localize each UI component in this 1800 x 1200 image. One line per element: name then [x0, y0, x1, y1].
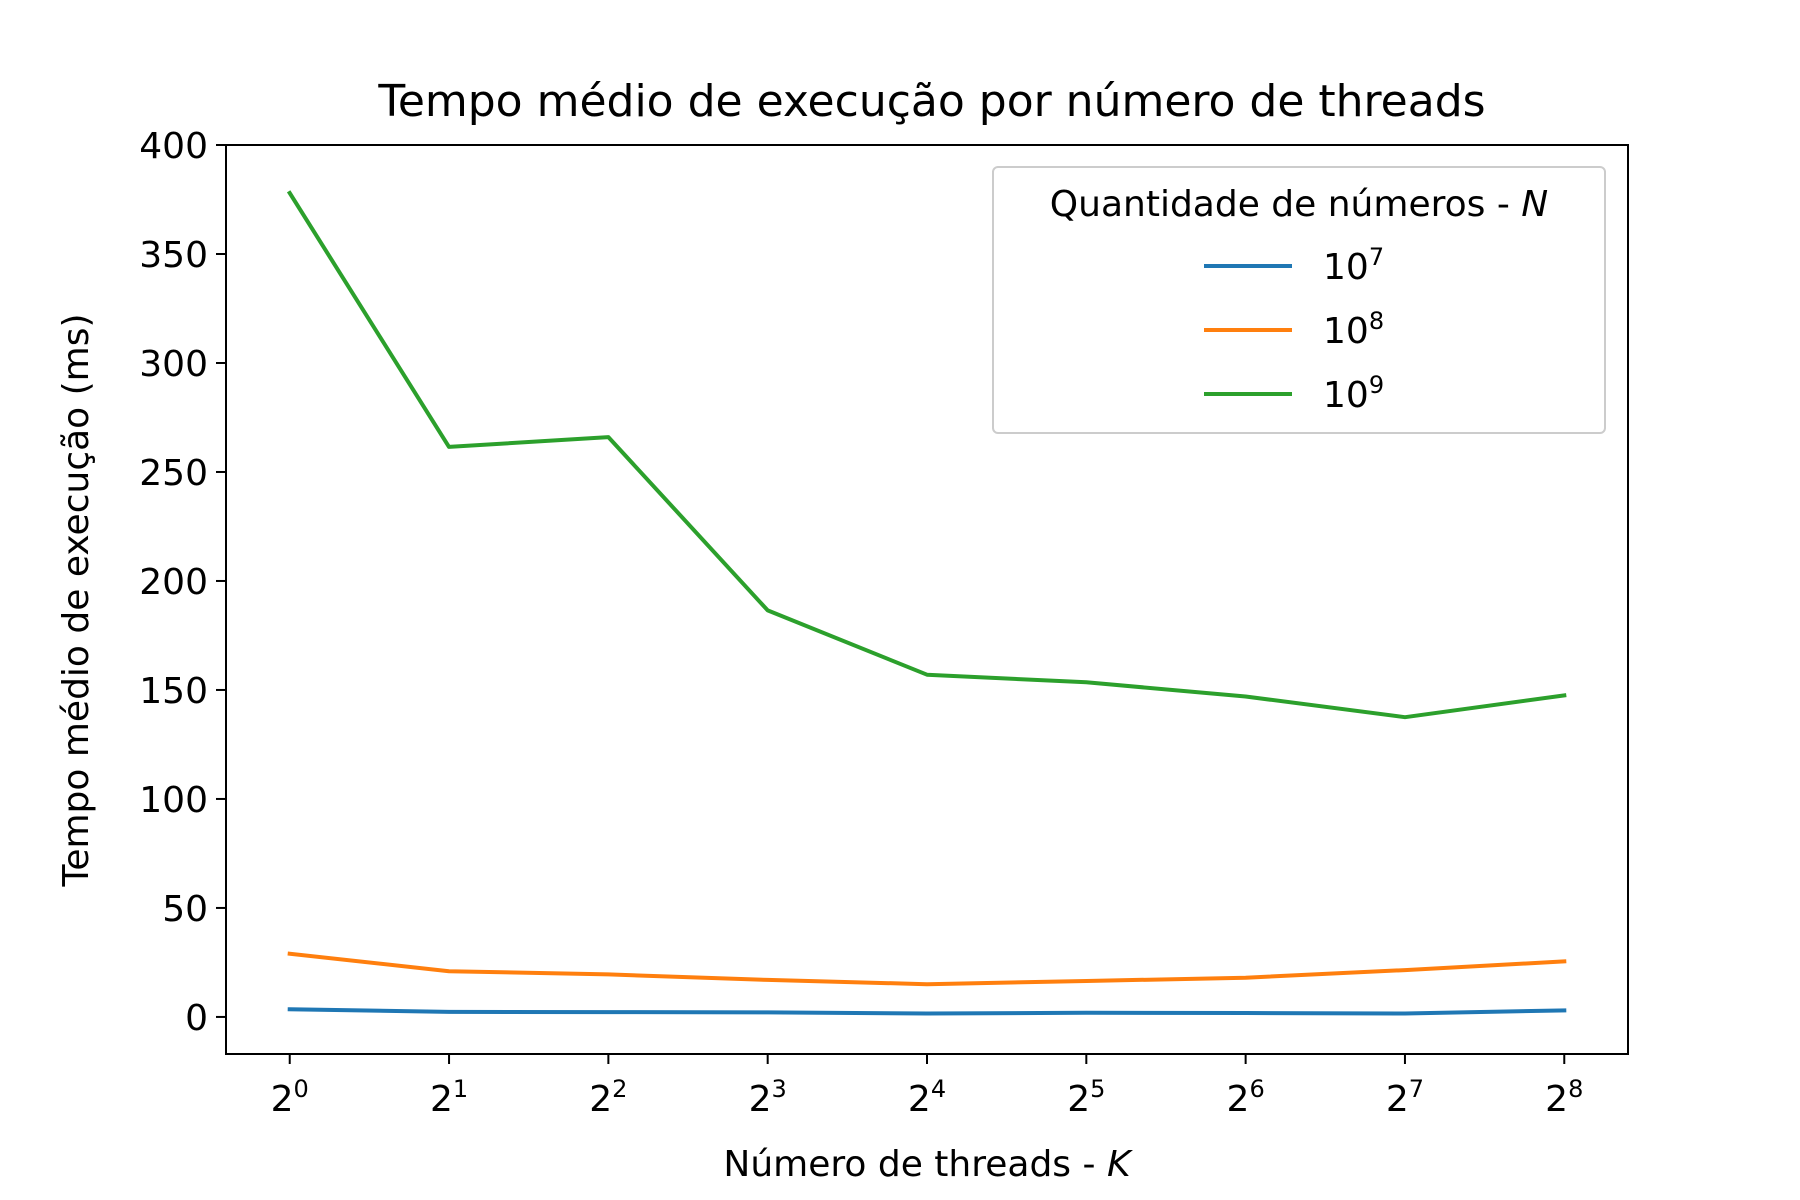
x-axis-label: Número de threads - K	[723, 1144, 1133, 1185]
y-tick-label: 200	[139, 562, 208, 603]
legend-label: 108	[1323, 307, 1384, 352]
x-tick-label: 27	[1386, 1075, 1424, 1120]
y-tick-label: 250	[139, 453, 208, 494]
series-layer	[286, 190, 1567, 1016]
x-tick-label: 25	[1067, 1075, 1105, 1120]
x-axis: 20 21 22 23 24 25 26 27 28	[271, 1054, 1583, 1120]
chart-title: Tempo médio de execução por número de th…	[377, 76, 1485, 127]
y-tick-label: 100	[139, 780, 208, 821]
x-tick-label: 20	[271, 1075, 309, 1120]
series-line-10-9	[286, 190, 1567, 720]
y-tick-label: 300	[139, 344, 208, 385]
x-tick-label: 26	[1227, 1075, 1265, 1120]
y-tick-label: 0	[185, 998, 208, 1039]
series-line-10-7	[287, 1007, 1567, 1016]
legend-entries: 107 108 109	[1204, 243, 1384, 416]
x-tick-label: 23	[749, 1075, 787, 1120]
y-axis: 0 50 100 150 200 250 300 350 400	[139, 126, 226, 1039]
x-tick-label: 22	[589, 1075, 627, 1120]
series-line-10-8	[287, 951, 1567, 987]
legend-label: 109	[1323, 371, 1384, 416]
x-tick-label: 21	[430, 1075, 468, 1120]
legend-label: 107	[1323, 243, 1384, 288]
legend-title: Quantidade de números - N	[1050, 184, 1548, 225]
y-axis-label: Tempo médio de execução (ms)	[56, 313, 97, 887]
y-tick-label: 150	[139, 671, 208, 712]
x-tick-label: 24	[908, 1075, 946, 1120]
y-tick-label: 50	[162, 889, 208, 930]
y-tick-label: 350	[139, 235, 208, 276]
x-tick-label: 28	[1545, 1075, 1583, 1120]
legend-box	[992, 166, 1606, 434]
legend: Quantidade de números - N 107 108 109	[992, 166, 1606, 434]
y-tick-label: 400	[139, 126, 208, 167]
